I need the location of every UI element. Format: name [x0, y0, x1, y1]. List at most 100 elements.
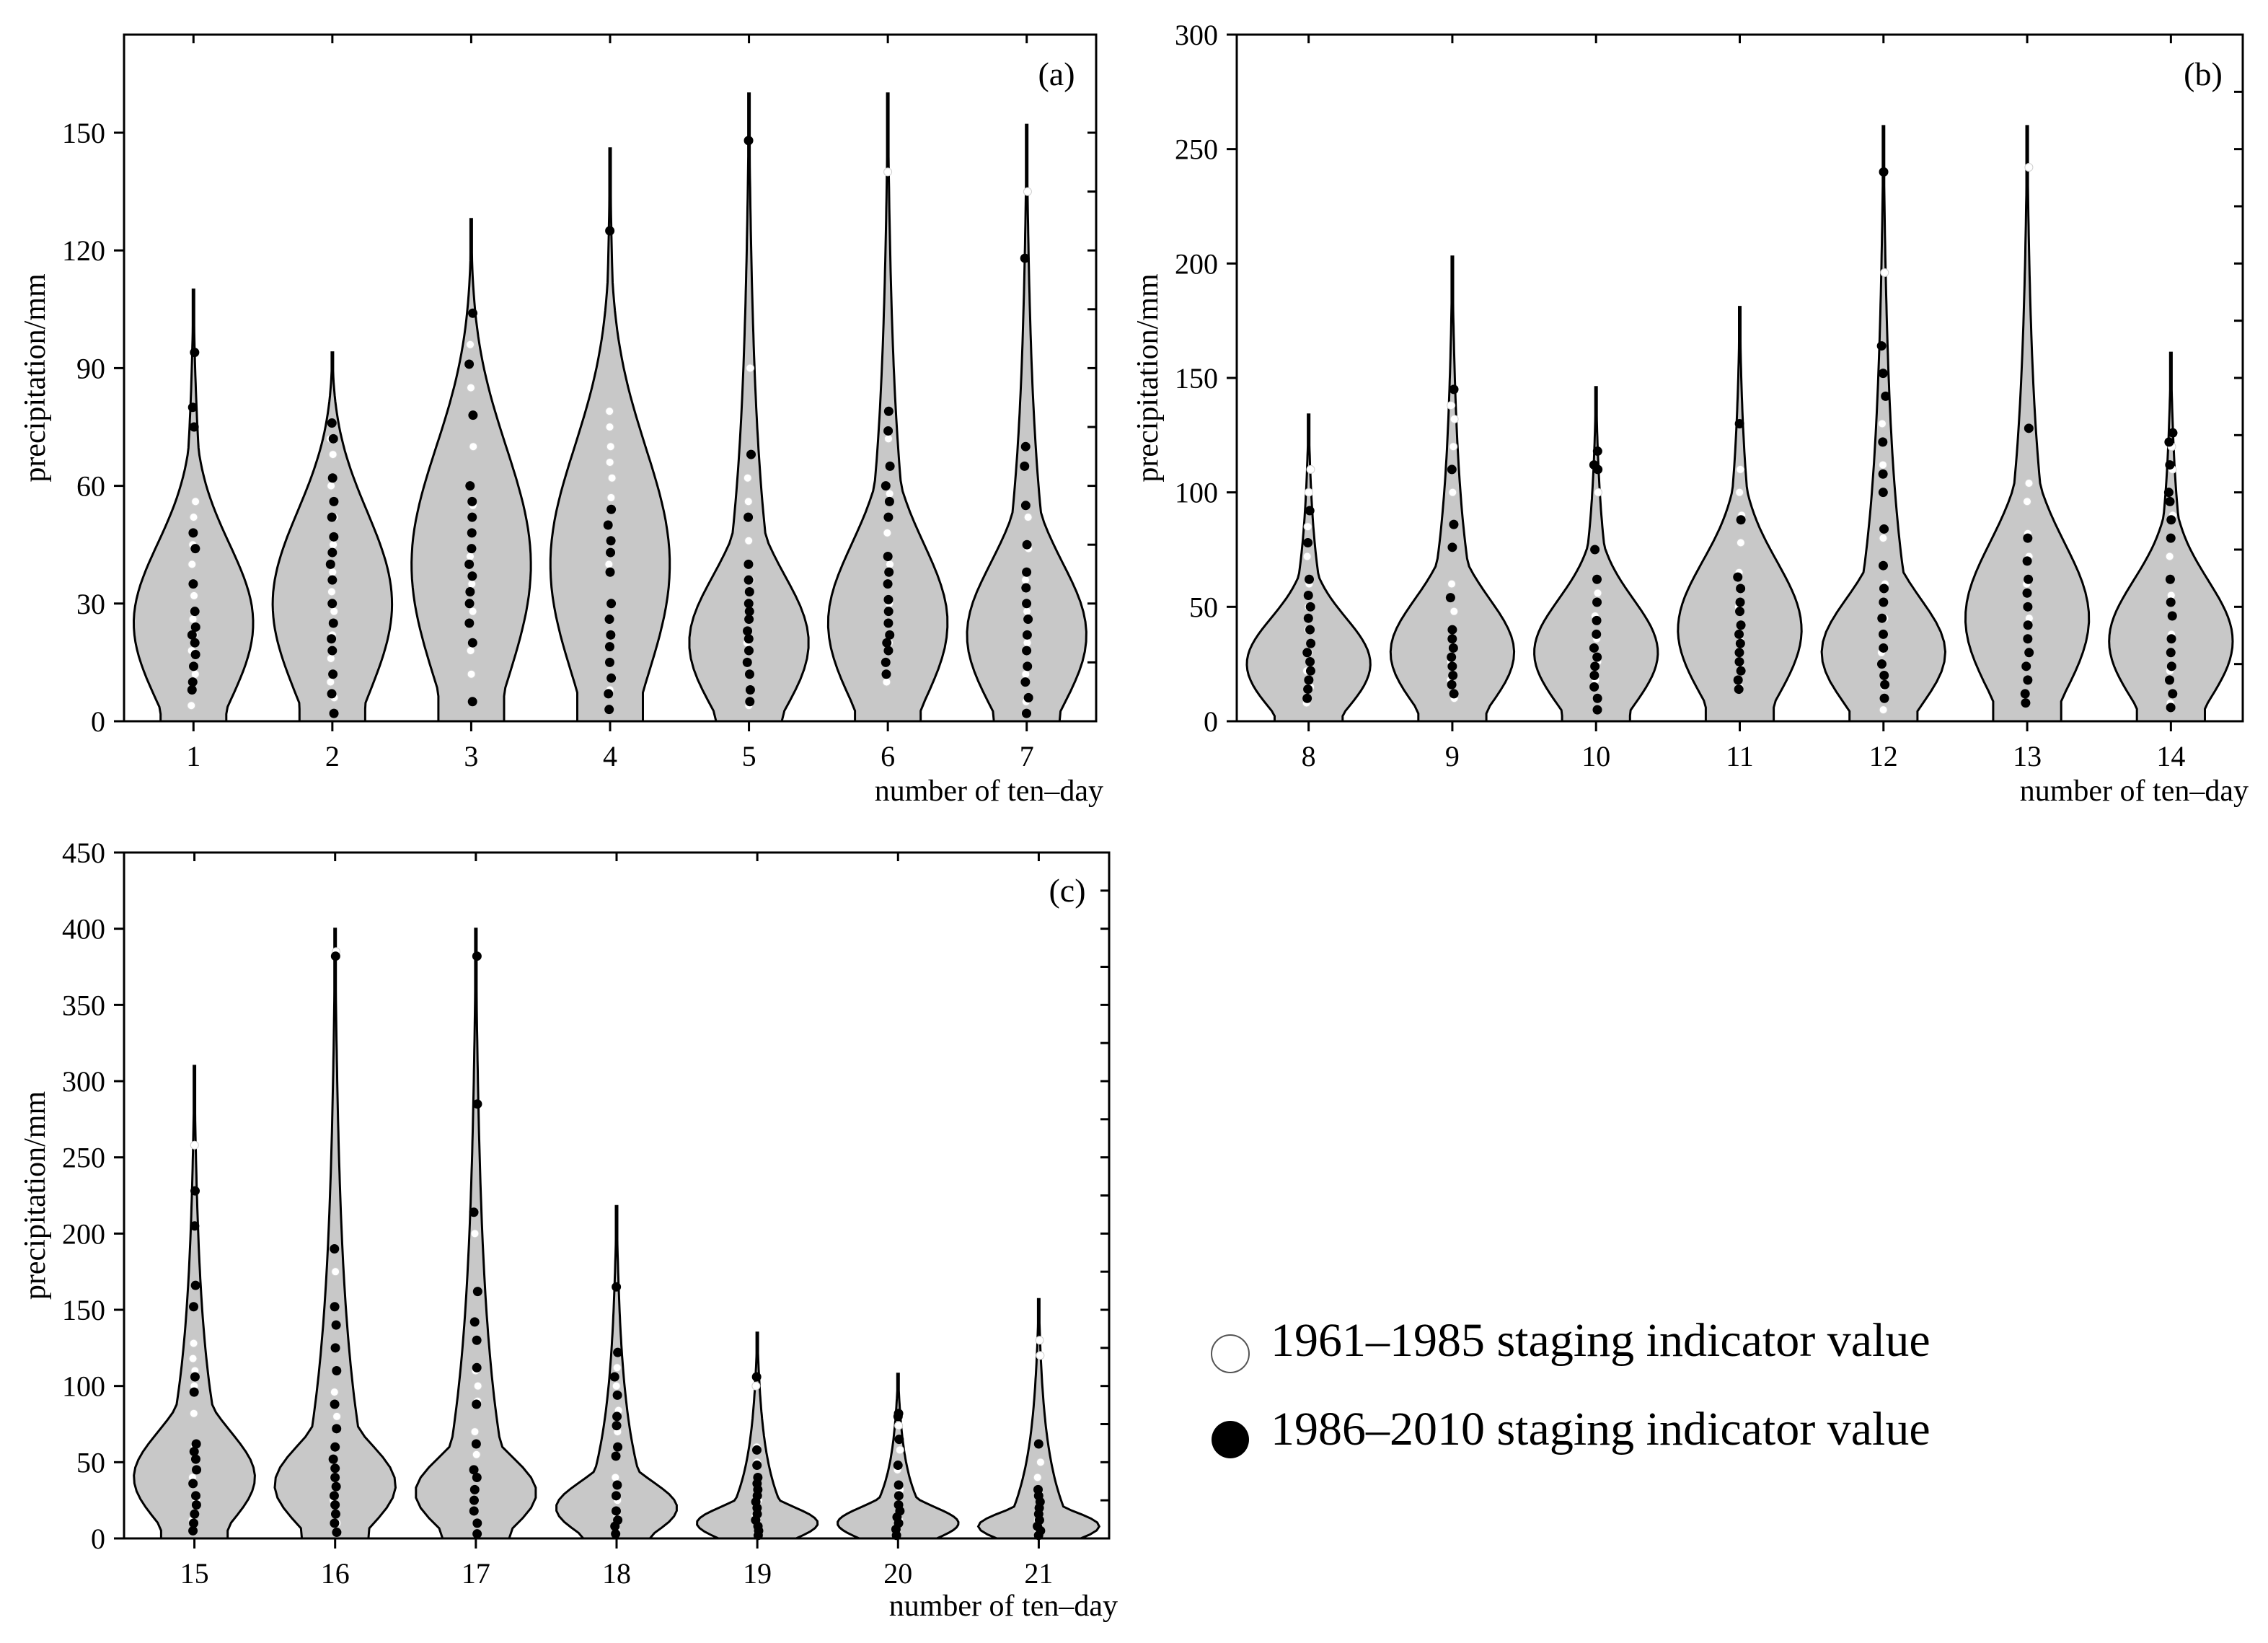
point-1986-2010: [467, 496, 477, 506]
point-1961-1985: [1448, 488, 1457, 497]
point-1986-2010: [1303, 613, 1313, 623]
point-1986-2010: [190, 1221, 200, 1231]
point-1986-2010: [1879, 643, 1889, 653]
point-1986-2010: [1876, 341, 1887, 351]
point-1986-2010: [609, 1372, 619, 1382]
point-1986-2010: [744, 559, 754, 569]
point-1961-1985: [1302, 552, 1312, 561]
point-1986-2010: [1592, 615, 1602, 625]
point-1986-2010: [1447, 652, 1457, 662]
point-1986-2010: [2020, 689, 2030, 699]
point-1986-2010: [606, 673, 617, 683]
point-1986-2010: [2165, 675, 2175, 685]
point-1986-2010: [1021, 583, 1031, 593]
x-tick-label: 10: [1581, 740, 1610, 772]
x-tick-label: 4: [603, 740, 617, 772]
point-1961-1985: [187, 560, 197, 569]
point-1986-2010: [1879, 524, 1889, 534]
point-1961-1985: [1304, 488, 1313, 497]
point-1961-1985: [751, 1381, 761, 1391]
point-1961-1985: [190, 591, 199, 600]
point-1986-2010: [1879, 597, 1889, 607]
point-1986-2010: [1023, 661, 1033, 671]
point-1961-1985: [329, 540, 338, 550]
point-1961-1985: [326, 653, 335, 663]
point-1986-2010: [603, 520, 613, 530]
point-1986-2010: [2024, 423, 2034, 433]
point-1986-2010: [753, 1472, 763, 1482]
point-1986-2010: [328, 669, 338, 679]
point-1961-1985: [1035, 1336, 1044, 1345]
point-1986-2010: [894, 1435, 904, 1445]
point-1986-2010: [190, 1372, 200, 1382]
point-1986-2010: [1021, 708, 1031, 718]
point-1986-2010: [469, 1495, 479, 1505]
point-1986-2010: [744, 615, 754, 625]
legend-early-marker: [1211, 1334, 1250, 1373]
panel-c-x-axis-title: number of ten–day: [889, 1590, 1118, 1623]
point-1986-2010: [893, 1491, 904, 1501]
point-1986-2010: [472, 951, 482, 961]
point-1961-1985: [1449, 442, 1458, 452]
point-1986-2010: [883, 552, 893, 562]
point-1986-2010: [1305, 656, 1315, 666]
point-1986-2010: [189, 1302, 199, 1312]
point-1986-2010: [330, 1509, 340, 1519]
point-1986-2010: [1877, 613, 1887, 623]
point-1986-2010: [2021, 698, 2031, 708]
point-1986-2010: [752, 1461, 762, 1471]
point-1961-1985: [1023, 513, 1033, 522]
point-1986-2010: [464, 359, 475, 369]
point-1986-2010: [1878, 560, 1888, 571]
point-1986-2010: [885, 630, 895, 640]
point-1961-1985: [605, 407, 614, 416]
point-1961-1985: [2023, 497, 2032, 506]
point-1986-2010: [1305, 602, 1315, 612]
point-1986-2010: [606, 536, 616, 546]
point-1986-2010: [327, 473, 337, 483]
point-1986-2010: [745, 697, 755, 707]
y-tick-label: 300: [1175, 19, 1218, 51]
y-tick-label: 50: [1189, 591, 1218, 623]
point-1986-2010: [1023, 692, 1033, 702]
point-1986-2010: [1878, 369, 1888, 379]
point-1961-1985: [1303, 522, 1312, 532]
y-tick-label: 90: [76, 352, 105, 384]
point-1986-2010: [883, 646, 893, 656]
point-1986-2010: [467, 544, 477, 554]
point-1986-2010: [751, 1372, 762, 1382]
point-1961-1985: [744, 497, 753, 506]
point-1986-2010: [1592, 597, 1602, 607]
panel-a-label: (a): [1038, 56, 1075, 92]
point-1986-2010: [472, 1362, 482, 1373]
point-1986-2010: [188, 579, 198, 589]
violin-3: [410, 218, 532, 723]
point-1986-2010: [1020, 253, 1030, 263]
y-tick-label: 450: [62, 837, 105, 869]
point-1986-2010: [325, 559, 335, 569]
point-1986-2010: [1592, 574, 1602, 584]
point-1986-2010: [467, 697, 477, 707]
point-1986-2010: [1445, 593, 1455, 603]
y-tick-label: 150: [1175, 362, 1218, 395]
point-1986-2010: [613, 1442, 623, 1452]
panel-c-ticks: 0 50 100 150 200 250 300 350 400 450 15 16 17 18 19 20 2…: [62, 837, 1109, 1590]
point-1986-2010: [744, 634, 754, 644]
point-1986-2010: [744, 586, 754, 596]
point-1961-1985: [473, 1381, 482, 1391]
panel-a-points: [187, 136, 1033, 718]
point-1961-1985: [1594, 488, 1603, 497]
point-1961-1985: [190, 1140, 199, 1150]
point-1986-2010: [329, 532, 339, 542]
point-1986-2010: [612, 1282, 622, 1292]
point-1986-2010: [1302, 648, 1312, 658]
point-1986-2010: [2024, 574, 2034, 584]
legend: 1961–1985 staging indicator value 1986–2…: [1211, 1314, 1931, 1458]
point-1961-1985: [607, 473, 617, 483]
point-1986-2010: [187, 684, 197, 695]
point-1961-1985: [469, 442, 478, 452]
point-1986-2010: [1879, 671, 1889, 681]
point-1986-2010: [1879, 583, 1889, 594]
point-1986-2010: [1303, 684, 1313, 695]
point-1986-2010: [332, 1424, 342, 1434]
